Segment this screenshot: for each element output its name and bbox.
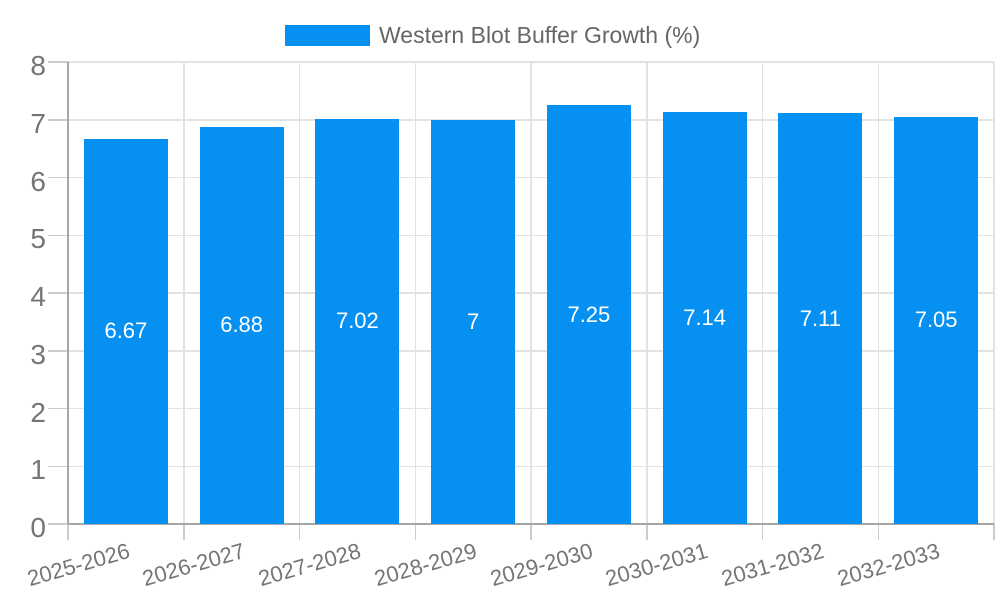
x-tick-mark bbox=[877, 524, 879, 540]
x-gridline bbox=[530, 62, 532, 524]
legend-label: Western Blot Buffer Growth (%) bbox=[379, 22, 701, 48]
bar-value-label: 6.67 bbox=[104, 318, 148, 344]
x-tick-mark bbox=[530, 524, 532, 540]
y-axis-tick-label: 0 bbox=[30, 512, 46, 543]
bar-value-label: 7.11 bbox=[799, 305, 841, 331]
y-axis-tick-label: 3 bbox=[30, 338, 46, 370]
y-tick-mark bbox=[48, 523, 68, 525]
y-tick-mark bbox=[48, 465, 68, 467]
x-axis-tick-label: 2028-2029 bbox=[371, 538, 480, 592]
bar[interactable]: 7.02 bbox=[315, 118, 400, 524]
y-axis-line bbox=[67, 62, 69, 524]
x-gridline bbox=[646, 62, 648, 524]
x-tick-mark bbox=[67, 524, 69, 540]
bar[interactable]: 6.67 bbox=[83, 138, 168, 524]
x-axis-tick-label: 2030-2031 bbox=[602, 538, 711, 592]
bar[interactable]: 7 bbox=[431, 119, 516, 524]
bar[interactable]: 7.11 bbox=[778, 113, 863, 524]
y-axis-tick-label: 1 bbox=[30, 454, 46, 486]
x-axis-line bbox=[68, 523, 994, 525]
bar[interactable]: 6.88 bbox=[199, 126, 284, 524]
x-gridline bbox=[183, 62, 185, 524]
bar-value-label: 7.25 bbox=[567, 301, 611, 327]
y-tick-mark bbox=[48, 176, 68, 179]
y-axis-tick-label: 7 bbox=[30, 107, 46, 139]
x-gridline bbox=[761, 62, 764, 524]
x-tick-mark bbox=[414, 524, 416, 540]
x-axis-tick-label: 2031-2032 bbox=[718, 538, 827, 592]
x-axis-tick-label: 2029-2030 bbox=[487, 538, 596, 592]
x-gridline bbox=[298, 62, 301, 524]
x-axis-tick-label: 2027-2028 bbox=[255, 538, 364, 592]
bar-value-label: 6.88 bbox=[220, 312, 264, 338]
y-tick-mark bbox=[48, 407, 68, 410]
x-axis-tick-label: 2032-2033 bbox=[834, 538, 943, 592]
bar-value-label: 7 bbox=[467, 308, 480, 334]
x-tick-mark bbox=[646, 524, 648, 540]
bar[interactable]: 7.05 bbox=[894, 116, 979, 524]
x-tick-mark bbox=[993, 524, 995, 540]
x-axis-tick-label: 2026-2027 bbox=[139, 538, 248, 592]
y-tick-mark bbox=[48, 234, 68, 236]
y-axis-tick-label: 4 bbox=[30, 281, 46, 312]
y-tick-mark bbox=[48, 350, 68, 352]
y-tick-mark bbox=[48, 119, 68, 121]
y-axis-tick-label: 2 bbox=[30, 396, 46, 428]
legend-item[interactable]: Western Blot Buffer Growth (%) bbox=[285, 22, 700, 49]
y-axis-tick-label: 5 bbox=[30, 223, 46, 255]
x-gridline bbox=[414, 62, 416, 524]
y-tick-mark bbox=[48, 292, 68, 294]
y-tick-mark bbox=[48, 61, 68, 63]
x-gridline bbox=[877, 62, 879, 524]
x-axis-tick-label: 2025-2026 bbox=[24, 538, 133, 592]
x-gridline bbox=[993, 62, 995, 524]
y-axis-tick-label: 6 bbox=[30, 165, 46, 197]
y-axis-tick-label: 8 bbox=[30, 50, 46, 81]
bar[interactable]: 7.14 bbox=[662, 111, 747, 524]
bar-value-label: 7.14 bbox=[683, 304, 727, 330]
bar-value-label: 7.05 bbox=[914, 307, 958, 333]
bar-value-label: 7.02 bbox=[335, 308, 379, 334]
x-tick-mark bbox=[183, 524, 185, 540]
bar[interactable]: 7.25 bbox=[546, 105, 631, 524]
x-tick-mark bbox=[298, 524, 301, 540]
x-tick-mark bbox=[761, 524, 764, 540]
legend-swatch bbox=[285, 25, 370, 46]
